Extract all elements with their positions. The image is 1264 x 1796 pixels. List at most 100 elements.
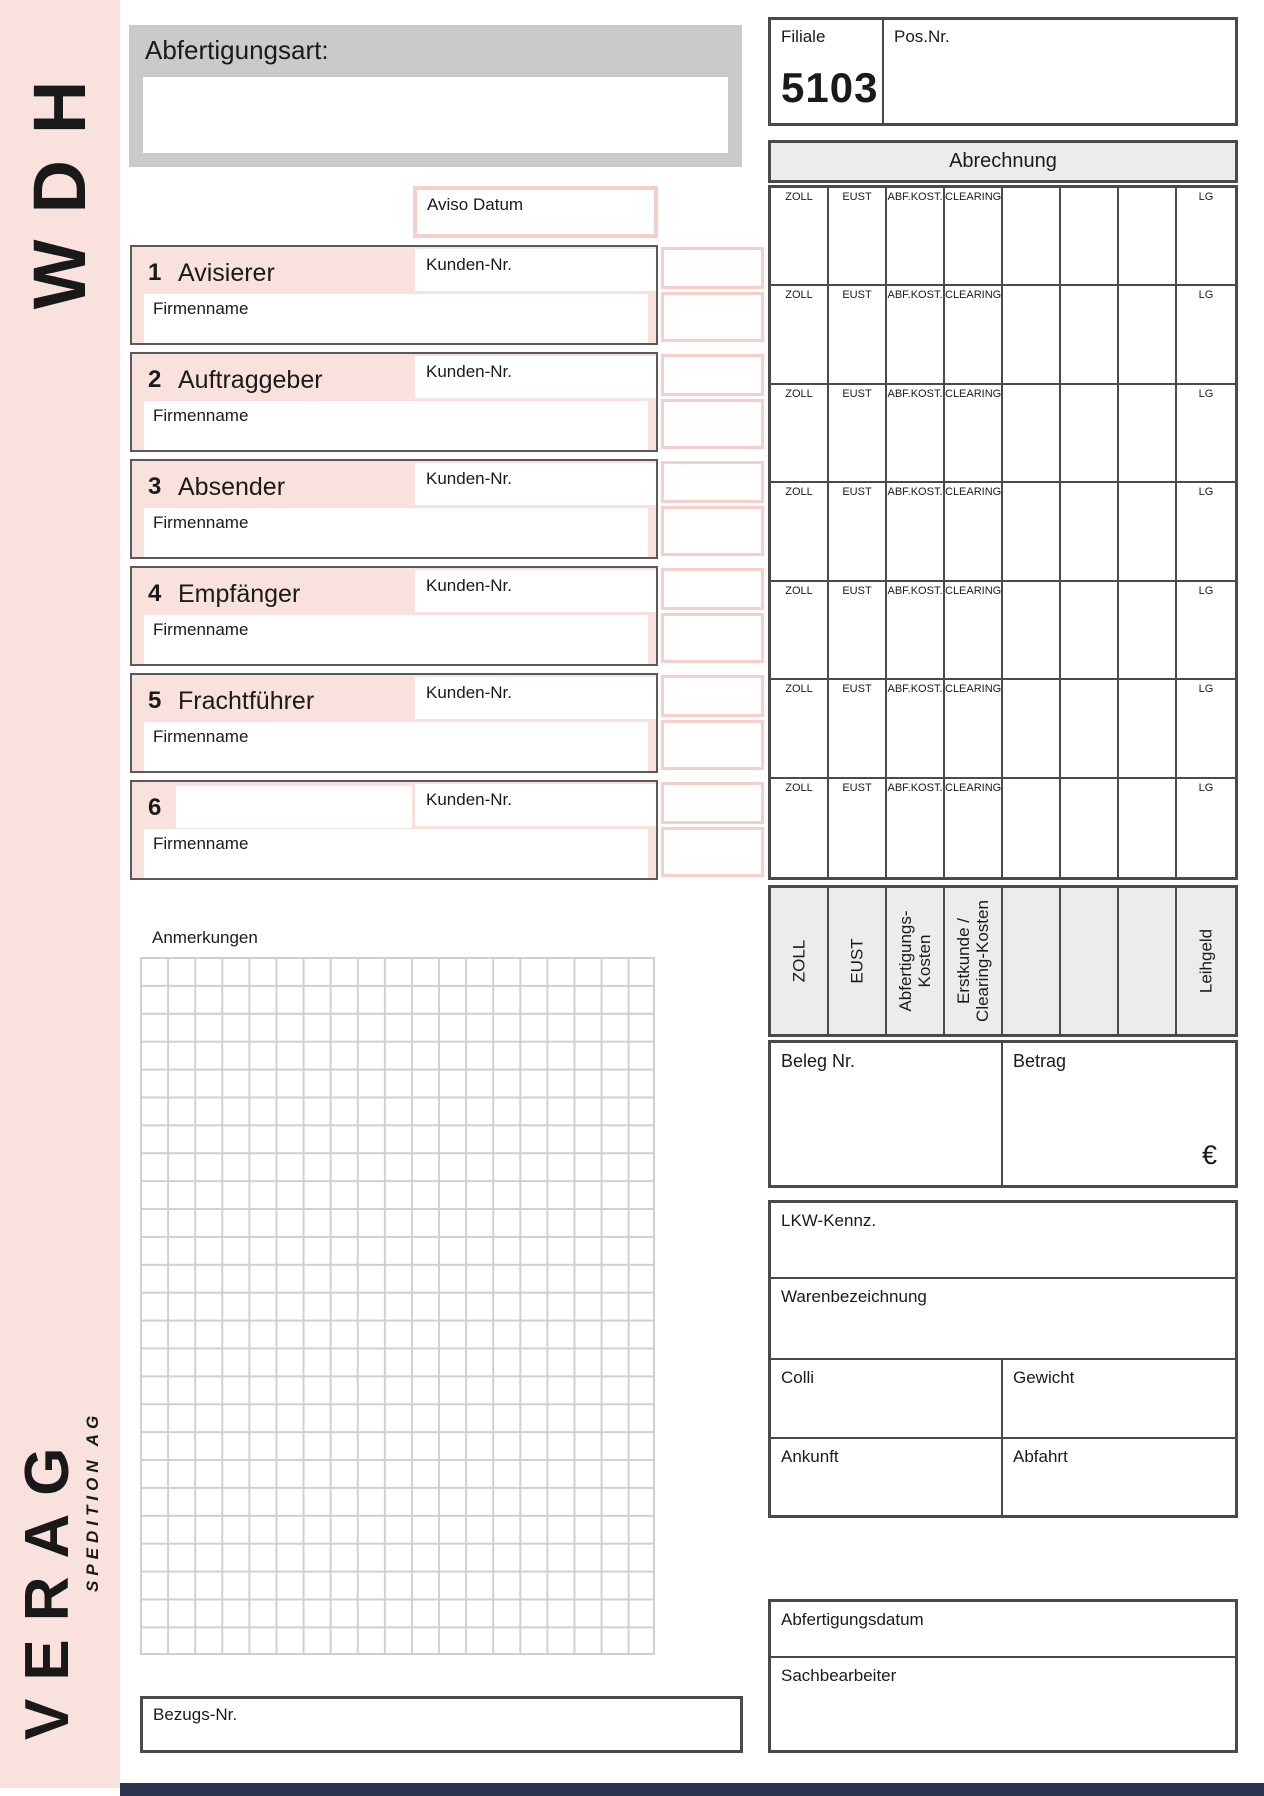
aux-field[interactable]: [661, 613, 764, 663]
abrechnung-cell[interactable]: ABF.KOST.: [887, 286, 945, 385]
abfertigungsdatum-field[interactable]: Abfertigungsdatum: [771, 1602, 1235, 1658]
abrechnung-cell[interactable]: [1061, 778, 1119, 877]
firmenname-field[interactable]: Firmenname: [144, 401, 648, 450]
abrechnung-cell[interactable]: EUST: [829, 778, 887, 877]
abrechnung-cell[interactable]: [1003, 778, 1061, 877]
aux-field[interactable]: [661, 506, 764, 556]
warenbezeichnung-field[interactable]: Warenbezeichnung: [771, 1279, 1235, 1360]
abrechnung-cell[interactable]: LG: [1177, 680, 1235, 779]
abrechnung-cell[interactable]: ZOLL: [771, 286, 829, 385]
abrechnung-cell[interactable]: EUST: [829, 384, 887, 484]
abrechnung-cell[interactable]: ABF.KOST.: [887, 483, 945, 582]
kunden-nr-field[interactable]: Kunden-Nr.: [415, 677, 656, 719]
aux-field[interactable]: [661, 675, 764, 717]
abrechnung-cell[interactable]: [1119, 483, 1177, 582]
abrechnung-cell[interactable]: [1003, 581, 1061, 681]
abrechnung-cell[interactable]: CLEARING: [945, 778, 1003, 877]
sachbearbeiter-field[interactable]: Sachbearbeiter: [771, 1658, 1235, 1751]
abrechnung-cell[interactable]: [1003, 188, 1061, 287]
abrechnung-cell[interactable]: CLEARING: [945, 680, 1003, 779]
abrechnung-cell[interactable]: ZOLL: [771, 188, 829, 287]
abrechnung-cell[interactable]: EUST: [829, 286, 887, 385]
abrechnung-cell[interactable]: [1003, 384, 1061, 484]
anmerkungen-grid-area[interactable]: [140, 957, 655, 1655]
abrechnung-cell[interactable]: LG: [1177, 779, 1235, 877]
abrechnung-cell[interactable]: [1119, 384, 1177, 484]
aux-field[interactable]: [661, 568, 764, 610]
abrechnung-cell[interactable]: ABF.KOST.: [887, 581, 945, 681]
abrechnung-col-header: ZOLL: [785, 387, 813, 400]
kunden-nr-field[interactable]: Kunden-Nr.: [415, 784, 656, 826]
aux-field[interactable]: [661, 399, 764, 449]
abrechnung-cell[interactable]: [1119, 286, 1177, 385]
firmenname-field[interactable]: Firmenname: [144, 294, 648, 343]
ankunft-field[interactable]: Ankunft: [771, 1439, 1003, 1515]
beleg-nr-field[interactable]: Beleg Nr.: [771, 1043, 1003, 1185]
aux-field[interactable]: [661, 354, 764, 396]
aux-field[interactable]: [661, 782, 764, 824]
aux-field[interactable]: [661, 247, 764, 289]
abrechnung-cell[interactable]: LG: [1177, 582, 1235, 681]
firmenname-field[interactable]: Firmenname: [144, 615, 648, 664]
abrechnung-cell[interactable]: [1061, 384, 1119, 484]
aux-field[interactable]: [661, 720, 764, 770]
abrechnung-cell[interactable]: ZOLL: [771, 778, 829, 877]
abrechnung-cell[interactable]: [1003, 286, 1061, 385]
colli-field[interactable]: Colli: [771, 1360, 1003, 1437]
section-title-blank-field[interactable]: [176, 786, 412, 828]
abrechnung-cell[interactable]: [1119, 778, 1177, 877]
abfertigungsart-input[interactable]: [143, 77, 728, 153]
lkw-kennz-field[interactable]: LKW-Kennz.: [771, 1203, 1235, 1279]
gewicht-field[interactable]: Gewicht: [1003, 1360, 1235, 1437]
abrechnung-cell[interactable]: [1003, 680, 1061, 779]
abrechnung-cell[interactable]: CLEARING: [945, 581, 1003, 681]
abrechnung-cell[interactable]: ABF.KOST.: [887, 384, 945, 484]
abrechnung-cell[interactable]: [1061, 483, 1119, 582]
aux-field[interactable]: [661, 827, 764, 877]
abrechnung-cell[interactable]: LG: [1177, 483, 1235, 582]
kunden-nr-field[interactable]: Kunden-Nr.: [415, 463, 656, 505]
abrechnung-cell[interactable]: [1061, 581, 1119, 681]
rotated-label: Leihgeld: [1197, 886, 1216, 1036]
abrechnung-cell[interactable]: EUST: [829, 581, 887, 681]
betrag-field[interactable]: Betrag €: [1003, 1043, 1235, 1185]
abrechnung-cell[interactable]: CLEARING: [945, 384, 1003, 484]
aux-field[interactable]: [661, 292, 764, 342]
abrechnung-cell[interactable]: EUST: [829, 188, 887, 287]
abrechnung-cell[interactable]: ABF.KOST.: [887, 680, 945, 779]
abrechnung-cell[interactable]: LG: [1177, 385, 1235, 484]
pos-nr-field[interactable]: Pos.Nr.: [884, 20, 1235, 123]
firmenname-field[interactable]: Firmenname: [144, 722, 648, 771]
aviso-datum-field[interactable]: Aviso Datum: [413, 186, 658, 238]
section-title: Auftraggeber: [178, 366, 323, 394]
abrechnung-cell[interactable]: EUST: [829, 483, 887, 582]
abrechnung-cell[interactable]: EUST: [829, 680, 887, 779]
abrechnung-cell[interactable]: CLEARING: [945, 286, 1003, 385]
abrechnung-cell[interactable]: [1061, 286, 1119, 385]
abrechnung-cell[interactable]: LG: [1177, 286, 1235, 385]
abrechnung-cell[interactable]: CLEARING: [945, 188, 1003, 287]
abfahrt-field[interactable]: Abfahrt: [1003, 1439, 1235, 1515]
kunden-nr-field[interactable]: Kunden-Nr.: [415, 249, 656, 291]
abrechnung-cell[interactable]: ABF.KOST.: [887, 188, 945, 287]
abrechnung-cell[interactable]: [1003, 483, 1061, 582]
bezugs-nr-field[interactable]: Bezugs-Nr.: [140, 1696, 743, 1753]
kunden-nr-field[interactable]: Kunden-Nr.: [415, 356, 656, 398]
kunden-nr-field[interactable]: Kunden-Nr.: [415, 570, 656, 612]
abrechnung-cell[interactable]: ZOLL: [771, 680, 829, 779]
aux-field[interactable]: [661, 461, 764, 503]
abrechnung-cell[interactable]: [1061, 188, 1119, 287]
abrechnung-cell[interactable]: ZOLL: [771, 384, 829, 484]
abrechnung-cell[interactable]: ZOLL: [771, 581, 829, 681]
abrechnung-cell[interactable]: CLEARING: [945, 483, 1003, 582]
rotated-label-line: Clearing-Kosten: [973, 900, 992, 1022]
abrechnung-cell[interactable]: LG: [1177, 188, 1235, 287]
firmenname-field[interactable]: Firmenname: [144, 508, 648, 557]
abrechnung-cell[interactable]: ZOLL: [771, 483, 829, 582]
abrechnung-cell[interactable]: [1119, 581, 1177, 681]
abrechnung-cell[interactable]: [1119, 680, 1177, 779]
abrechnung-cell[interactable]: [1061, 680, 1119, 779]
abrechnung-cell[interactable]: [1119, 188, 1177, 287]
abrechnung-cell[interactable]: ABF.KOST.: [887, 778, 945, 877]
firmenname-field[interactable]: Firmenname: [144, 829, 648, 878]
